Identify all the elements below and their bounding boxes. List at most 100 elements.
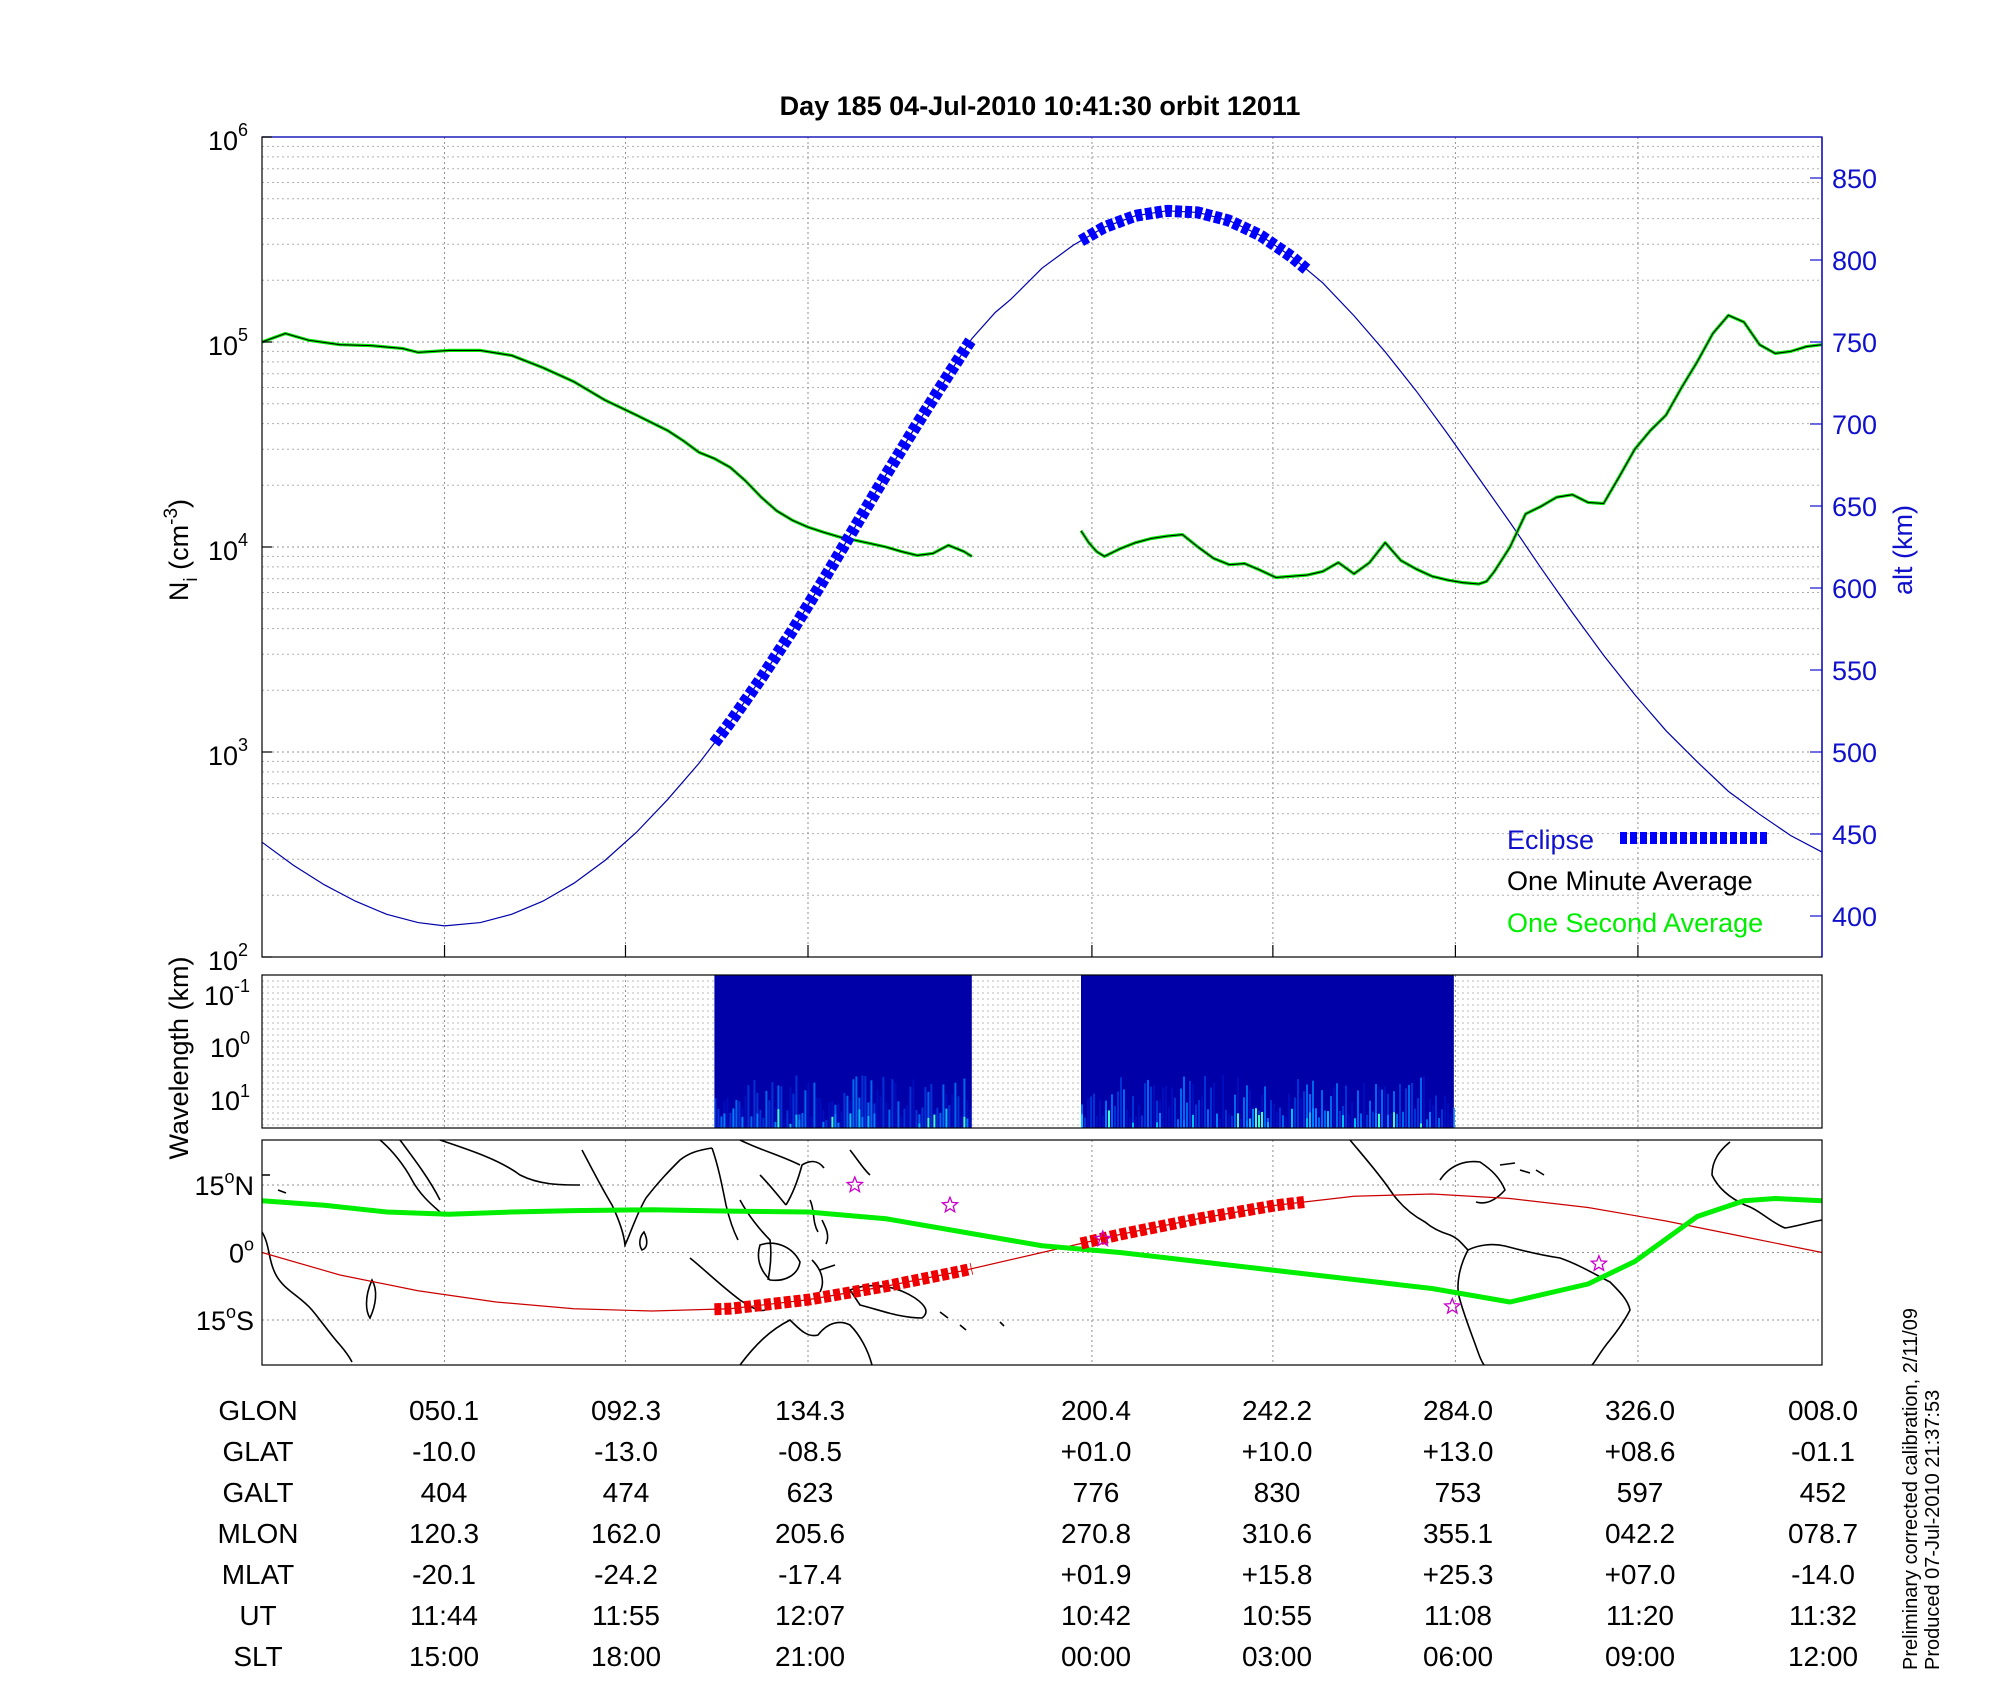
spectrogram-streak: [825, 1119, 828, 1128]
spectrogram-streak: [1177, 1119, 1179, 1128]
spectrogram-hot: [1192, 1114, 1194, 1128]
spectrogram-streak: [1312, 1080, 1314, 1128]
table-cell: +01.9: [1061, 1559, 1132, 1590]
spectrogram-streak: [924, 1087, 927, 1128]
map-frame: [261, 1139, 1823, 1366]
table-cell: +01.0: [1061, 1436, 1132, 1467]
table-cell: 10:42: [1061, 1600, 1131, 1631]
spectrogram-streak: [900, 1116, 903, 1128]
table-cell: -24.2: [594, 1559, 658, 1590]
spectrogram-streak: [738, 1101, 741, 1128]
spectrogram-hot: [1387, 1114, 1389, 1128]
lat-hemisphere: N: [235, 1171, 255, 1201]
spectrogram-streak: [918, 1114, 921, 1128]
y2-tick-label: 750: [1832, 328, 1877, 358]
spectrogram-hot: [1108, 1110, 1110, 1128]
spectrogram-hot: [777, 1109, 780, 1128]
coast-africa: [261, 1231, 353, 1363]
table-cell: 21:00: [775, 1641, 845, 1672]
spectrogram-streak: [1090, 1096, 1092, 1128]
spectrogram-streak: [903, 1108, 906, 1128]
ylabel-base: N: [164, 582, 194, 602]
coast-sulawesi: [811, 1259, 836, 1293]
spectrogram-streak: [1225, 1109, 1227, 1128]
spectrogram-streak: [1129, 1117, 1131, 1128]
spectrogram-streak: [801, 1113, 804, 1128]
table-cell: 326.0: [1605, 1395, 1675, 1426]
spectrogram-streak: [1165, 1085, 1167, 1128]
spectrogram-streak: [768, 1100, 771, 1128]
coast-iran: [439, 1139, 581, 1186]
spectrogram-streak: [1126, 1108, 1128, 1128]
y2-tick-label: 800: [1832, 246, 1877, 276]
spectrogram-hot: [873, 1113, 876, 1128]
spectrogram-streak: [765, 1090, 768, 1128]
spectrogram-hot: [1252, 1108, 1254, 1128]
coast-caribbean: [1499, 1162, 1545, 1176]
spectrogram-streak: [1387, 1093, 1389, 1128]
spectrogram-streak: [1441, 1109, 1443, 1128]
table-cell: 09:00: [1605, 1641, 1675, 1672]
spectrogram-streak: [717, 1109, 720, 1128]
spectrogram-streak: [1405, 1088, 1407, 1128]
spectrogram-streak: [1210, 1087, 1212, 1128]
spectrogram-streak: [759, 1109, 762, 1128]
spectrogram-hot: [1315, 1108, 1317, 1128]
coast-srilanka: [639, 1230, 648, 1251]
spectrogram-block: [714, 975, 972, 1128]
spectrogram-hot: [918, 1123, 921, 1128]
spectrogram-hot: [732, 1108, 735, 1128]
spectrogram-streak: [1345, 1085, 1347, 1128]
spectrogram-streak: [1306, 1084, 1308, 1128]
spectrogram-hot: [795, 1114, 798, 1128]
spectrogram-streak: [714, 1097, 717, 1128]
spectrogram-streak: [1204, 1075, 1206, 1128]
ephemeris-table: GLON GLAT GALT MLON MLAT UT SLT 050.1 -10.0 404 12…: [218, 1395, 1858, 1672]
spectrogram-streak: [1270, 1100, 1272, 1128]
table-cell: 753: [1435, 1477, 1482, 1508]
spectrogram-hot: [945, 1108, 948, 1128]
table-cell: 474: [603, 1477, 650, 1508]
one-second-average-line: [261, 331, 973, 558]
spectrogram-hot: [831, 1116, 834, 1128]
spectrogram-streak: [795, 1075, 798, 1128]
spectrogram-hot: [741, 1116, 744, 1128]
eclipse-segment: [709, 335, 977, 747]
spectrogram-hot: [933, 1114, 936, 1128]
y-tick-base: 10: [208, 946, 238, 976]
tick-exp: 1: [240, 1081, 250, 1101]
spectrogram-streak: [1183, 1076, 1185, 1128]
coast-india: [581, 1147, 713, 1248]
spectrogram-streak: [1447, 1103, 1449, 1128]
spectrogram-streak: [1297, 1079, 1299, 1128]
coast-australia: [739, 1319, 873, 1366]
y2-tick-label: 650: [1832, 492, 1877, 522]
top-grid: [262, 137, 1822, 957]
one-minute-average-line: [261, 332, 973, 557]
table-cell: 10:55: [1242, 1600, 1312, 1631]
table-cell: 270.8: [1061, 1518, 1131, 1549]
y-tick-label: 102: [208, 940, 248, 976]
table-cell: 162.0: [591, 1518, 661, 1549]
coast-north-america: [1349, 1139, 1469, 1251]
spectrogram-streak: [1435, 1095, 1437, 1128]
coast-philippines: [809, 1199, 829, 1245]
spectrogram-hot: [1354, 1118, 1356, 1128]
spectrogram-hot: [1327, 1111, 1329, 1128]
spectrogram-streak: [828, 1101, 831, 1128]
spectrogram-hot: [1132, 1122, 1134, 1128]
spectrogram-streak: [1366, 1114, 1368, 1128]
coast-sa-west: [1457, 1249, 1485, 1366]
table-cell: 310.6: [1242, 1518, 1312, 1549]
spectrogram-hot: [1156, 1122, 1158, 1128]
left-y-label: Ni (cm-3): [161, 499, 202, 601]
spectrogram-streak: [1369, 1100, 1371, 1128]
spectrogram-streak: [1336, 1083, 1338, 1128]
spectrogram-streak: [771, 1082, 774, 1128]
spectrogram-blocks: [714, 975, 1455, 1128]
ylabel-sup: -3: [161, 508, 182, 525]
spectrogram-streak: [870, 1080, 873, 1128]
spectrogram-streak: [1231, 1115, 1233, 1128]
spectrogram-frame: [261, 974, 1823, 1129]
